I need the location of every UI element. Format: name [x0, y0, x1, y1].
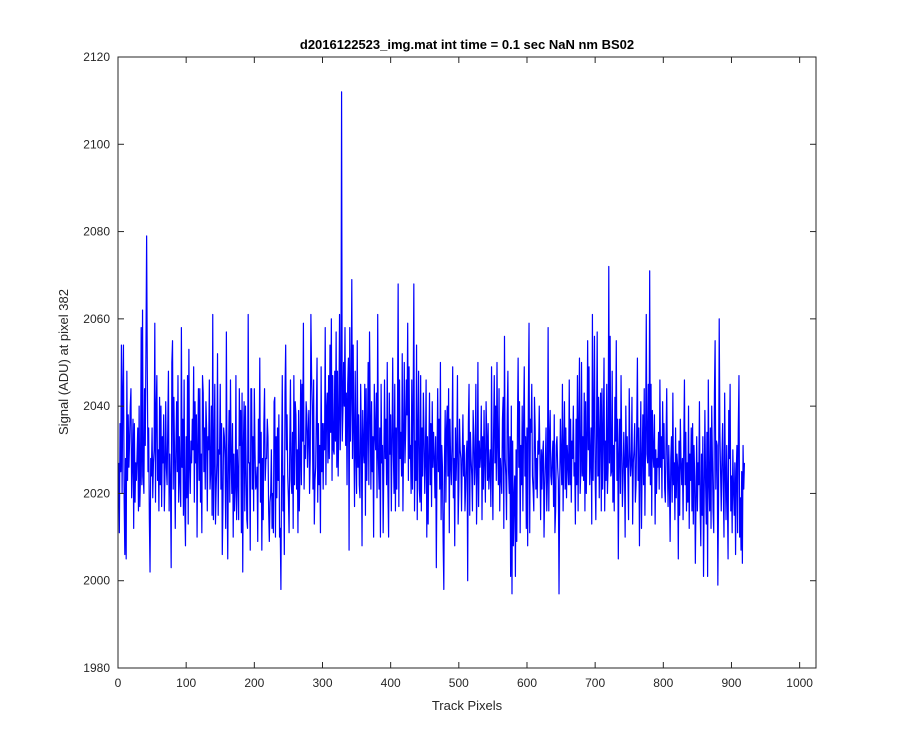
x-tick-label: 300 [312, 676, 332, 690]
x-tick-label: 800 [653, 676, 673, 690]
x-tick-label: 900 [721, 676, 741, 690]
x-tick-label: 700 [585, 676, 605, 690]
series-layer [118, 91, 746, 595]
x-tick-label: 100 [176, 676, 196, 690]
y-tick-label: 2040 [83, 399, 110, 413]
y-tick-label: 2080 [83, 225, 110, 239]
plot-area [118, 57, 816, 668]
y-tick-label: 1980 [83, 661, 110, 675]
axes-box [117, 56, 817, 669]
y-tick-label: 2000 [83, 574, 110, 588]
x-tick-label: 600 [517, 676, 537, 690]
x-tick-label: 200 [244, 676, 264, 690]
x-tick-label: 400 [381, 676, 401, 690]
x-tick-label: 0 [115, 676, 122, 690]
y-tick-label: 2120 [83, 50, 110, 64]
x-axis: 0 100 200 300 400 500 600 700 800 900 1000 [115, 57, 813, 690]
x-axis-label: Track Pixels [432, 698, 503, 713]
y-tick-label: 2100 [83, 137, 110, 151]
y-axis-label: Signal (ADU) at pixel 382 [56, 289, 71, 435]
chart-title: d2016122523_img.mat int time = 0.1 sec N… [300, 37, 634, 52]
y-tick-label: 2020 [83, 486, 110, 500]
series-line-1 [118, 91, 746, 595]
y-tick-label: 2060 [83, 312, 110, 326]
y-axis: 1980 2000 2020 2040 2060 2080 2100 2120 [83, 50, 816, 675]
x-tick-label: 1000 [786, 676, 813, 690]
x-tick-label: 500 [449, 676, 469, 690]
